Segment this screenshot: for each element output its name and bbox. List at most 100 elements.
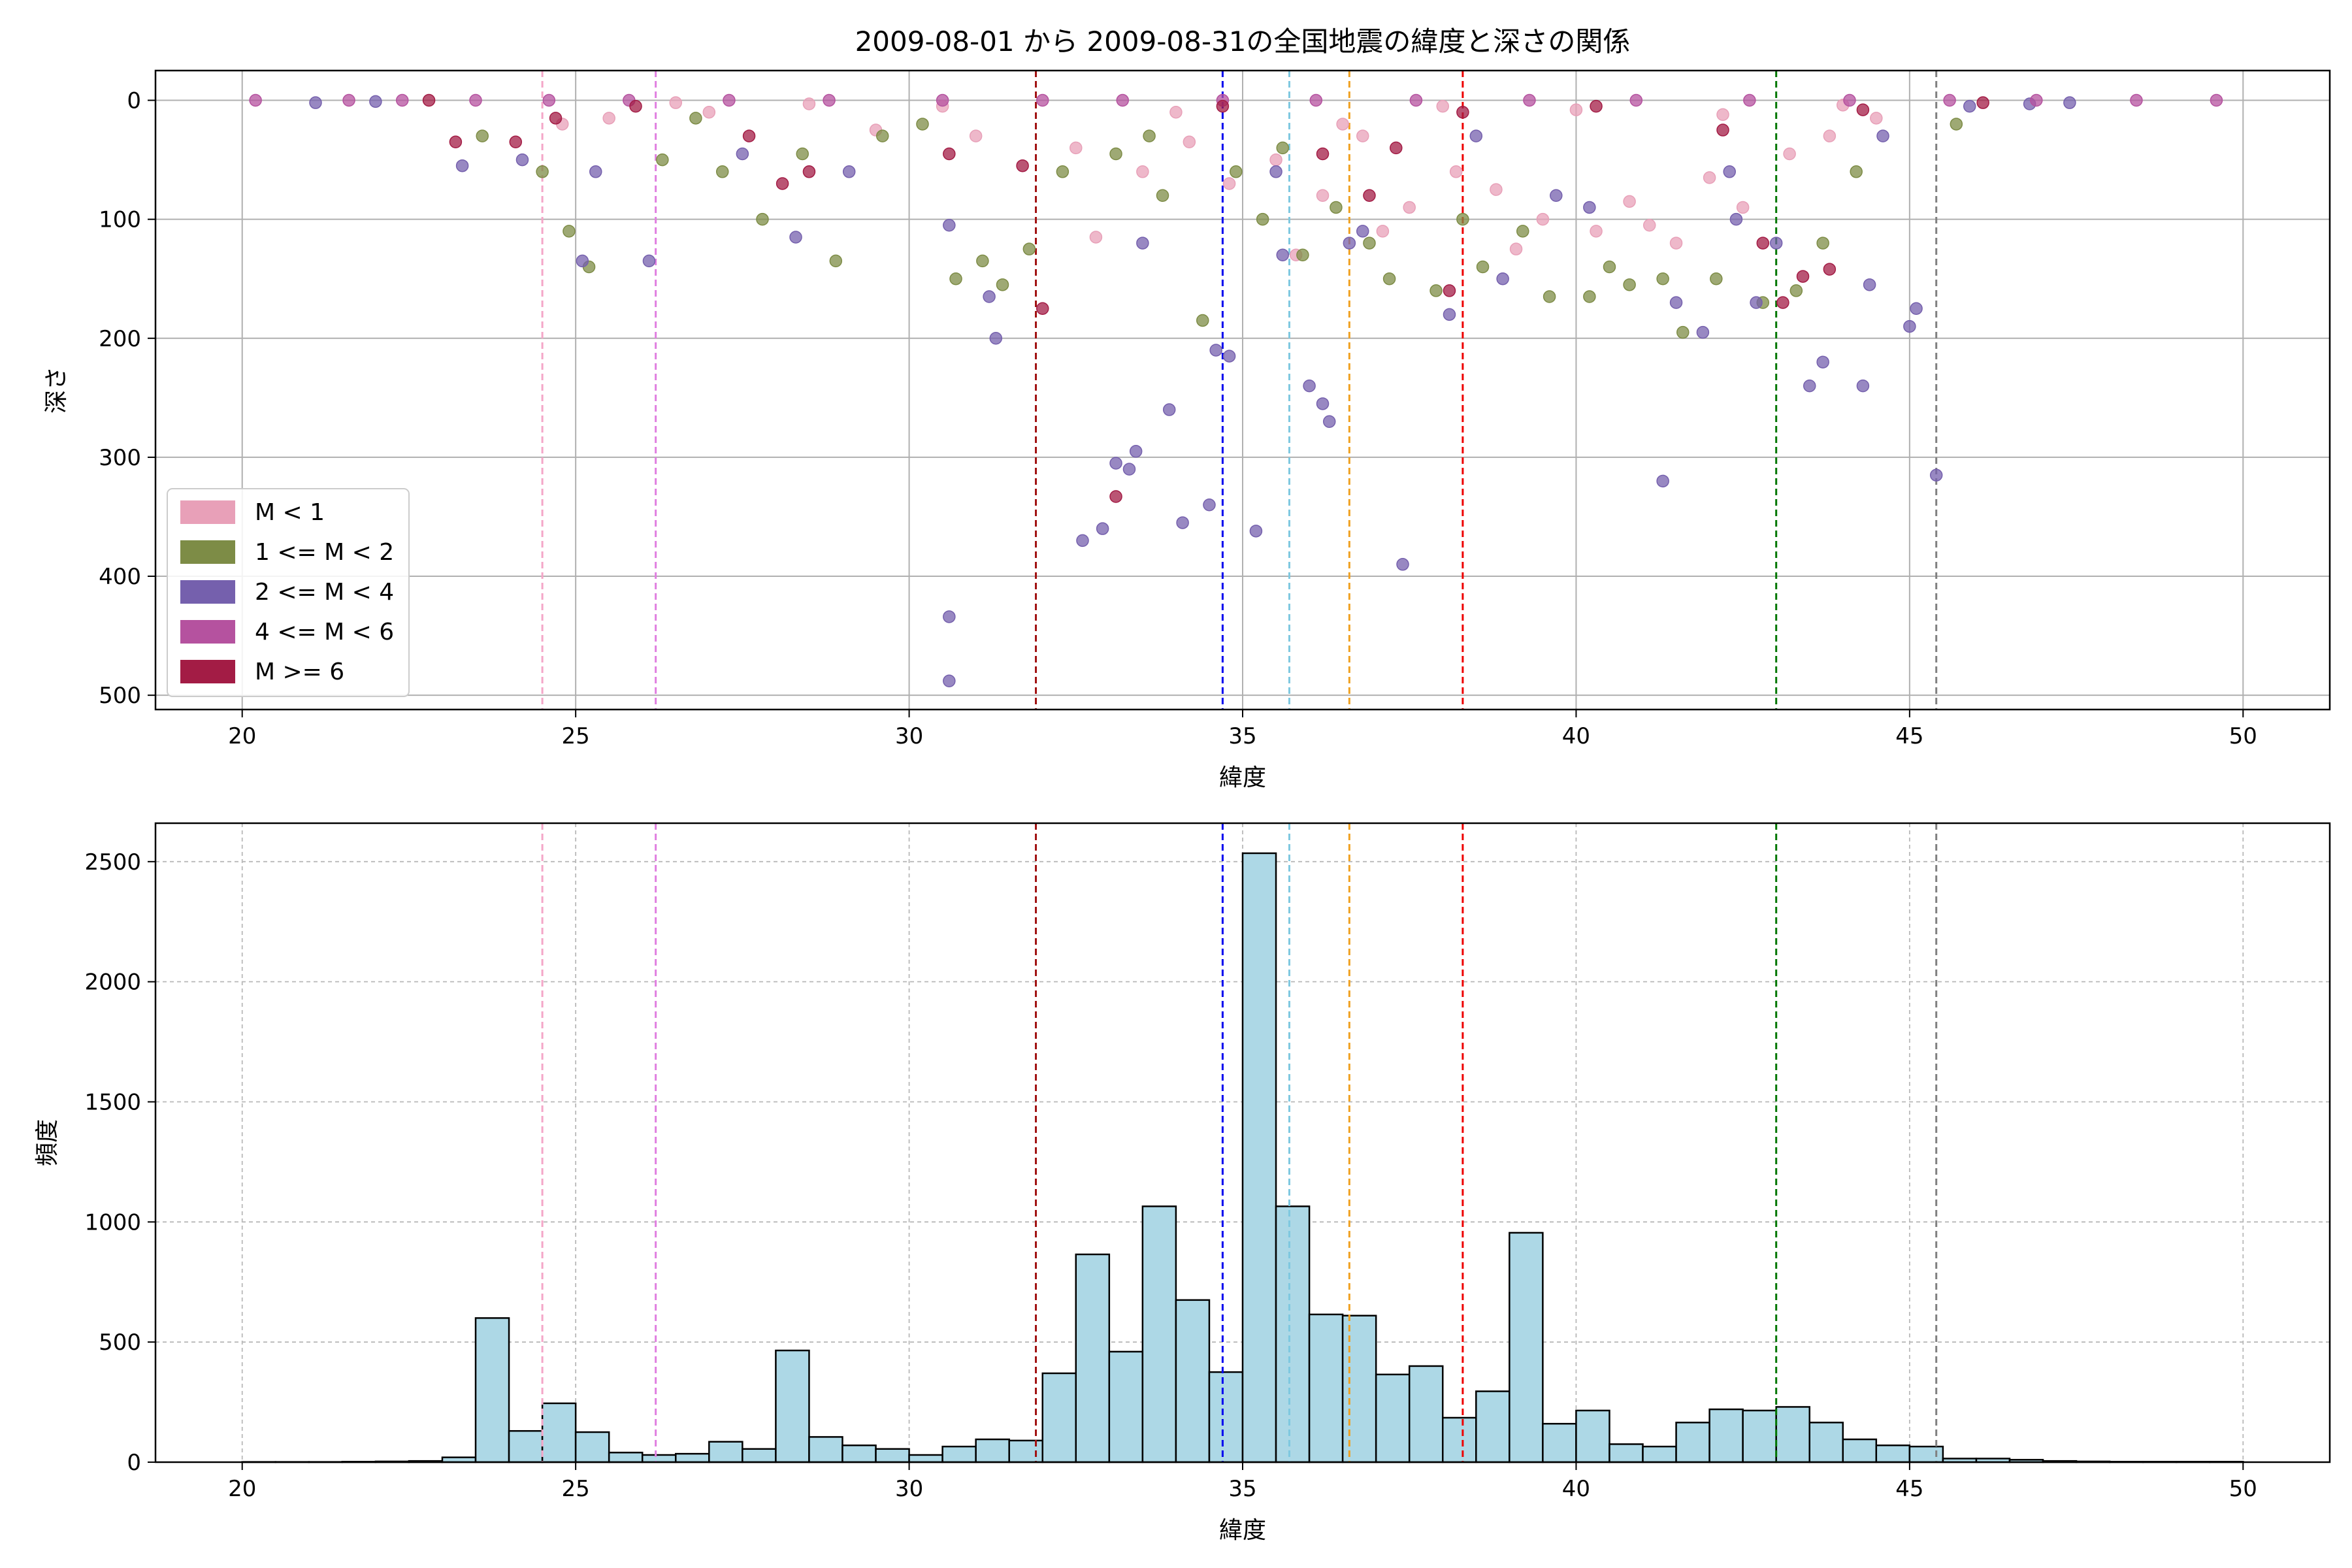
histogram-bar bbox=[675, 1452, 710, 1463]
scatter-point bbox=[629, 99, 642, 113]
scatter-point bbox=[1343, 237, 1356, 250]
scatter-point bbox=[1490, 183, 1503, 196]
scatter-point bbox=[1276, 141, 1290, 155]
scatter-point bbox=[669, 96, 683, 109]
scatter-point bbox=[1203, 498, 1216, 512]
scatter-xtick-label: 40 bbox=[1562, 723, 1590, 749]
scatter-point bbox=[1230, 165, 1243, 178]
scatter-point bbox=[969, 129, 983, 142]
scatter-point bbox=[1550, 189, 1563, 202]
histogram-xtick-label: 50 bbox=[2229, 1476, 2257, 1502]
scatter-point bbox=[342, 93, 355, 107]
histogram-bar bbox=[1642, 1445, 1677, 1463]
scatter-point bbox=[1850, 165, 1863, 178]
scatter-point bbox=[2063, 96, 2076, 109]
scatter-point bbox=[2210, 93, 2223, 107]
scatter-point bbox=[875, 129, 889, 142]
scatter-point bbox=[789, 231, 802, 244]
scatter-point bbox=[943, 219, 956, 232]
histogram-bar bbox=[1575, 1409, 1610, 1463]
scatter-point bbox=[249, 93, 262, 107]
scatter-xlabel: 緯度 bbox=[1219, 764, 1266, 791]
scatter-point bbox=[1429, 284, 1443, 297]
scatter-point bbox=[1330, 201, 1343, 214]
scatter-point bbox=[1162, 403, 1176, 416]
scatter-point bbox=[1816, 237, 1829, 250]
scatter-point bbox=[842, 165, 856, 178]
histogram-ytick-label: 1000 bbox=[84, 1209, 141, 1235]
scatter-point bbox=[1022, 242, 1036, 255]
scatter-point bbox=[1209, 344, 1222, 357]
scatter-point bbox=[1603, 260, 1616, 274]
histogram-bar bbox=[1609, 1443, 1644, 1463]
scatter-point bbox=[1443, 308, 1456, 321]
scatter-point bbox=[1569, 103, 1583, 116]
scatter-xtick-label: 50 bbox=[2229, 723, 2257, 749]
scatter-point bbox=[829, 254, 843, 268]
histogram-bar bbox=[1108, 1350, 1144, 1463]
scatter-point bbox=[802, 97, 816, 110]
legend-swatch bbox=[180, 500, 235, 524]
scatter-grid bbox=[155, 71, 2330, 710]
scatter-point bbox=[602, 112, 615, 125]
scatter-point bbox=[1929, 468, 1943, 482]
legend-label: M >= 6 bbox=[255, 659, 344, 685]
histogram-bar bbox=[1008, 1439, 1043, 1463]
scatter-point bbox=[756, 212, 769, 226]
scatter-point bbox=[1776, 296, 1789, 309]
scatter-point bbox=[1583, 201, 1596, 214]
scatter-point bbox=[1222, 350, 1236, 363]
scatter-point bbox=[1403, 201, 1416, 214]
scatter-point bbox=[642, 254, 656, 268]
histogram-bar bbox=[775, 1349, 810, 1463]
scatter-point bbox=[1256, 212, 1269, 226]
legend-swatch bbox=[180, 620, 235, 644]
scatter-point bbox=[1176, 516, 1189, 529]
scatter-point bbox=[1449, 165, 1463, 178]
scatter-point bbox=[1943, 93, 1956, 107]
scatter-point bbox=[542, 93, 556, 107]
histogram-ylabel: 頻度 bbox=[34, 1119, 61, 1166]
scatter-point bbox=[1656, 474, 1669, 488]
histogram-bar bbox=[1708, 1408, 1744, 1463]
histogram-bar bbox=[941, 1445, 977, 1463]
legend-label: M < 1 bbox=[255, 499, 325, 526]
scatter-point bbox=[1122, 463, 1136, 476]
legend-label: 4 <= M < 6 bbox=[255, 619, 394, 645]
scatter-point bbox=[1710, 272, 1723, 286]
histogram-bar bbox=[1542, 1422, 1577, 1463]
histogram-bar bbox=[1408, 1365, 1444, 1463]
scatter-point bbox=[1316, 147, 1330, 161]
scatter-point bbox=[989, 332, 1003, 345]
histogram-bar bbox=[808, 1436, 843, 1463]
histogram-bar bbox=[1275, 1205, 1311, 1463]
scatter-point bbox=[563, 225, 576, 238]
scatter-point bbox=[476, 129, 489, 142]
legend-label: 2 <= M < 4 bbox=[255, 579, 394, 606]
scatter-point bbox=[1716, 108, 1729, 122]
scatter-point bbox=[823, 93, 836, 107]
histogram-bar bbox=[1141, 1205, 1177, 1463]
scatter-point bbox=[1363, 237, 1376, 250]
scatter-point bbox=[1590, 99, 1603, 113]
scatter-point bbox=[1390, 141, 1403, 155]
scatter-point bbox=[1623, 278, 1636, 291]
scatter-ytick-label: 400 bbox=[99, 564, 141, 590]
scatter-ytick-label: 500 bbox=[99, 683, 141, 709]
scatter-point bbox=[1623, 195, 1636, 208]
scatter-point bbox=[796, 147, 809, 161]
scatter-point bbox=[509, 135, 523, 149]
scatter-point bbox=[1496, 272, 1509, 286]
histogram-bar bbox=[1875, 1445, 1911, 1463]
scatter-point bbox=[1950, 118, 1963, 131]
scatter-point bbox=[1716, 123, 1729, 137]
legend-items: M < 1 1 <= M < 2 2 <= M < 4 4 <= M < 6 M >= … bbox=[180, 499, 394, 685]
scatter-point bbox=[1669, 237, 1683, 250]
scatter-point bbox=[1269, 153, 1282, 167]
scatter-point bbox=[422, 93, 436, 107]
scatter-ylabel: 深さ bbox=[43, 367, 70, 414]
scatter-point bbox=[936, 93, 949, 107]
histogram-xtick-label: 35 bbox=[1228, 1476, 1256, 1502]
scatter-point bbox=[1096, 522, 1109, 535]
